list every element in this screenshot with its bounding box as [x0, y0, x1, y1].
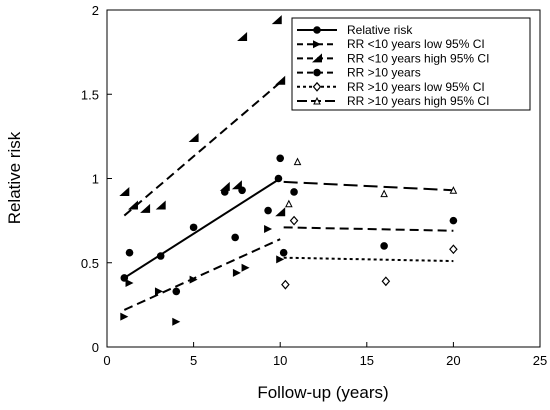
y-tick-label: 2	[92, 3, 99, 18]
data-point	[449, 216, 458, 225]
data-point	[154, 287, 163, 296]
data-point	[231, 233, 239, 242]
data-point	[449, 186, 458, 194]
legend-marker	[313, 40, 321, 49]
data-point	[237, 31, 248, 41]
data-point	[125, 248, 134, 257]
legend-marker	[312, 53, 322, 63]
fit-line-4	[283, 226, 454, 232]
y-tick-label: 1.5	[81, 87, 99, 102]
x-tick-label: 0	[103, 353, 110, 368]
data-point	[120, 312, 129, 321]
legend-label: RR <10 years low 95% CI	[347, 37, 485, 51]
fit-lines	[123, 81, 454, 311]
data-point	[219, 181, 230, 191]
data-points	[119, 15, 458, 326]
x-tick-label: 25	[533, 353, 547, 368]
data-point	[275, 75, 286, 85]
legend-label: RR >10 years low 95% CI	[347, 80, 485, 94]
tick-labels: 0 5 10 15 20 25 0 0.5 1 1.5 2	[81, 3, 547, 368]
fit-line-6	[283, 180, 454, 192]
data-point	[281, 279, 290, 290]
x-tick-label: 10	[273, 353, 287, 368]
data-point	[241, 263, 250, 272]
y-tick-label: 0.5	[81, 256, 99, 271]
data-point	[189, 223, 198, 232]
legend-marker	[313, 96, 321, 105]
legend-marker	[312, 81, 322, 92]
data-point	[155, 200, 166, 210]
data-point	[274, 174, 283, 183]
legend-box	[291, 17, 531, 111]
x-tick-label: 20	[446, 353, 460, 368]
fit-line-3	[123, 81, 281, 217]
data-point	[125, 278, 134, 287]
data-point	[380, 242, 388, 250]
y-tick-label: 0	[92, 340, 99, 355]
x-tick-label: 15	[360, 353, 374, 368]
data-point	[188, 133, 199, 143]
data-point	[276, 154, 285, 163]
data-point	[232, 268, 241, 277]
legend-label: Relative risk	[347, 23, 413, 37]
data-point	[381, 276, 391, 287]
fit-line-2	[123, 238, 281, 311]
x-tick-label: 5	[190, 353, 197, 368]
legend-label: RR >10 years high 95% CI	[347, 94, 489, 108]
data-point	[380, 189, 388, 198]
data-point	[172, 317, 181, 326]
data-point	[285, 199, 293, 208]
data-point	[290, 188, 298, 196]
data-point	[189, 275, 198, 284]
data-point	[156, 252, 165, 260]
data-point	[140, 203, 151, 213]
data-point	[127, 200, 138, 210]
data-point	[276, 255, 285, 264]
plot-frame	[106, 9, 541, 348]
data-point	[271, 15, 282, 25]
data-point	[275, 207, 286, 217]
x-axis-title: Follow-up (years)	[257, 383, 388, 402]
data-point	[264, 225, 273, 234]
data-point	[293, 157, 302, 166]
data-point	[449, 244, 458, 255]
legend-label: RR >10 years	[347, 66, 421, 80]
data-point	[264, 206, 272, 215]
data-point	[289, 215, 299, 226]
legend-marker	[313, 26, 321, 34]
data-point	[172, 287, 181, 296]
y-axis-title: Relative risk	[5, 131, 24, 224]
data-point	[119, 186, 130, 196]
data-point	[231, 180, 242, 190]
data-point	[279, 248, 288, 257]
fit-line-5	[283, 256, 454, 263]
legend-marker	[313, 68, 321, 77]
legend-label: RR <10 years high 95% CI	[347, 51, 489, 65]
fit-line-1	[123, 177, 281, 279]
y-tick-label: 1	[92, 172, 99, 187]
